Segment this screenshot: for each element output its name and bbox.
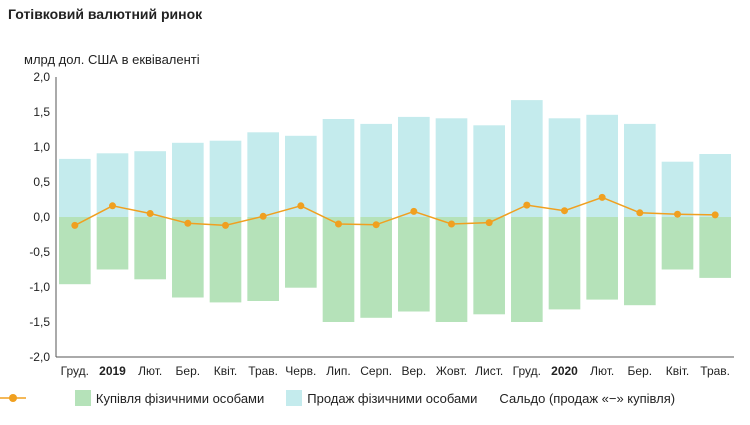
bar-buy: [586, 217, 618, 300]
y-tick-label: 1,0: [33, 140, 50, 154]
bar-buy: [209, 217, 242, 303]
y-tick-label: -1,0: [29, 280, 50, 294]
balance-point: [711, 211, 719, 219]
x-tick-label: Груд.: [61, 364, 89, 378]
bar-buy: [624, 217, 656, 306]
y-tick-label: 1,5: [33, 105, 50, 119]
bar-buy: [511, 217, 543, 322]
balance-point: [523, 201, 531, 209]
y-tick-label: 0,0: [33, 210, 50, 224]
bar-sell: [699, 154, 731, 217]
bar-buy: [247, 217, 279, 301]
balance-point: [259, 212, 267, 220]
bar-buy: [435, 217, 468, 322]
y-tick-label: 2,0: [33, 70, 50, 84]
balance-point: [222, 221, 229, 229]
balance-point: [636, 209, 644, 217]
x-tick-label: Груд.: [513, 364, 541, 378]
bar-sell: [661, 161, 694, 217]
x-tick-label: Лют.: [138, 364, 162, 378]
balance-point: [335, 220, 342, 228]
bar-sell: [548, 118, 581, 217]
x-tick-label: 2020: [551, 364, 578, 378]
bar-buy: [360, 217, 392, 318]
legend-label-balance: Сальдо (продаж «−» купівля): [499, 390, 676, 406]
x-tick-label: Трав.: [700, 364, 730, 378]
balance-point: [109, 202, 116, 210]
bar-buy: [661, 217, 694, 270]
balance-point: [146, 210, 154, 217]
balance-point: [297, 202, 305, 210]
x-tick-label: Трав.: [248, 364, 278, 378]
bar-buy: [172, 217, 204, 298]
chart-title: Готівковий валютний ринок: [8, 6, 203, 22]
y-axis-label: млрд дол. США в еквіваленті: [24, 52, 200, 67]
bar-sell: [624, 123, 656, 217]
x-tick-label: Жовт.: [436, 364, 467, 378]
legend-swatch-buy: [74, 390, 91, 406]
balance-point: [448, 220, 455, 228]
x-tick-label: Бер.: [176, 364, 201, 378]
legend: Купівля фізичними особами Продаж фізични…: [0, 390, 750, 406]
bar-buy: [96, 217, 129, 270]
bar-sell: [134, 151, 166, 217]
balance-point: [184, 219, 192, 227]
bar-buy: [285, 217, 317, 288]
bar-buy: [398, 217, 430, 312]
bar-buy: [322, 217, 355, 322]
y-tick-label: 0,5: [33, 175, 50, 189]
x-tick-label: Вер.: [401, 364, 426, 378]
legend-item-balance: Сальдо (продаж «−» купівля): [0, 390, 676, 406]
balance-point: [410, 207, 418, 215]
x-tick-label: Лип.: [326, 364, 350, 378]
chart-area: 2,0 1,5 1,0 0,5 0,0 -0,5 -1,0 -1,5 -2,0 Груд. 2019…: [29, 70, 734, 378]
x-tick-label: Серп.: [360, 364, 392, 378]
y-tick-label: -2,0: [29, 350, 50, 364]
bar-sell: [172, 142, 204, 217]
bar-buy: [473, 217, 505, 315]
x-tick-label: 2019: [99, 364, 126, 378]
balance-point: [71, 221, 79, 229]
x-tick-label: Бер.: [628, 364, 653, 378]
bar-sell: [209, 140, 242, 217]
y-tick-label: -0,5: [29, 245, 50, 259]
bar-buy: [699, 217, 731, 278]
bar-sell: [247, 132, 279, 217]
x-tick-label: Квіт.: [666, 364, 690, 378]
x-tick-label: Квіт.: [214, 364, 238, 378]
balance-point: [598, 193, 606, 201]
bar-sell: [435, 118, 468, 217]
legend-swatch-balance: [0, 394, 26, 402]
balance-point: [561, 207, 568, 215]
bar-sell: [398, 116, 430, 217]
legend-item-buy: Купівля фізичними особами: [74, 390, 265, 406]
balance-point: [485, 219, 493, 227]
y-tick-label: -1,5: [29, 315, 50, 329]
bar-buy: [134, 217, 166, 280]
legend-label-sell: Продаж фізичними особами: [307, 390, 478, 406]
bar-buy: [548, 217, 581, 310]
balance-line: [74, 196, 716, 227]
bar-sell: [473, 125, 505, 217]
x-tick-label: Лют.: [590, 364, 614, 378]
bar-sell: [360, 123, 392, 217]
bar-sell: [511, 100, 543, 217]
x-tick-label: Черв.: [285, 364, 316, 378]
x-tick-label: Лист.: [475, 364, 503, 378]
bar-sell: [322, 119, 355, 217]
legend-label-buy: Купівля фізичними особами: [95, 390, 265, 406]
legend-item-sell: Продаж фізичними особами: [286, 390, 477, 406]
bar-sell: [59, 158, 91, 217]
balance-point: [372, 221, 380, 229]
legend-swatch-sell: [286, 390, 303, 406]
balance-point: [674, 210, 681, 218]
